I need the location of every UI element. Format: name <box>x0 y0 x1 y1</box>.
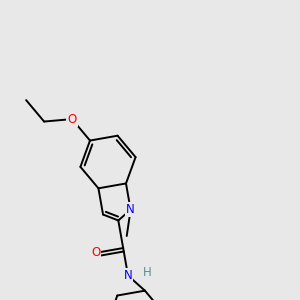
Text: N: N <box>126 203 135 216</box>
Text: O: O <box>68 112 76 126</box>
Text: H: H <box>143 266 152 279</box>
Text: O: O <box>91 246 100 260</box>
Text: N: N <box>124 269 132 282</box>
